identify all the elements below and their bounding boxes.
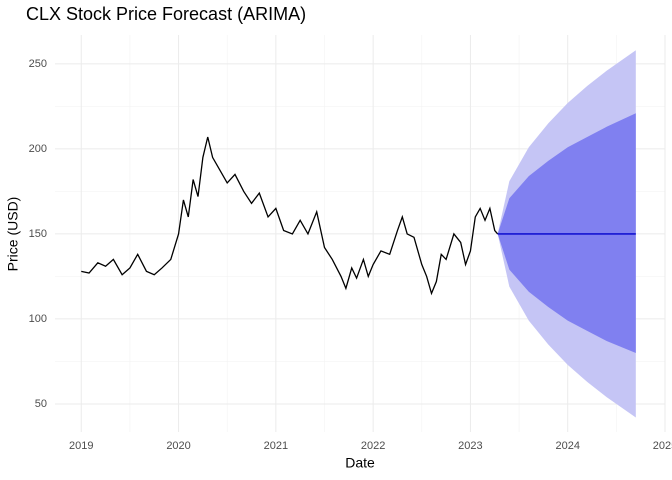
y-axis-title: Price (USD) <box>5 197 21 272</box>
y-tick-label: 150 <box>29 228 47 240</box>
chart-title: CLX Stock Price Forecast (ARIMA) <box>26 4 306 24</box>
y-tick-label: 50 <box>35 398 47 410</box>
series-line <box>81 136 499 296</box>
x-axis-title: Date <box>345 455 375 471</box>
x-tick-label: 2022 <box>361 440 385 452</box>
x-tick-label: 2023 <box>458 440 482 452</box>
y-tick-label: 100 <box>29 313 47 325</box>
x-tick-label: 2025 <box>653 440 672 452</box>
y-tick-label: 250 <box>29 58 47 70</box>
confidence-band <box>497 113 636 353</box>
y-tick-label: 200 <box>29 143 47 155</box>
x-tick-label: 2020 <box>166 440 190 452</box>
x-tick-label: 2024 <box>555 440 579 452</box>
x-tick-label: 2021 <box>264 440 288 452</box>
x-tick-label: 2019 <box>69 440 93 452</box>
